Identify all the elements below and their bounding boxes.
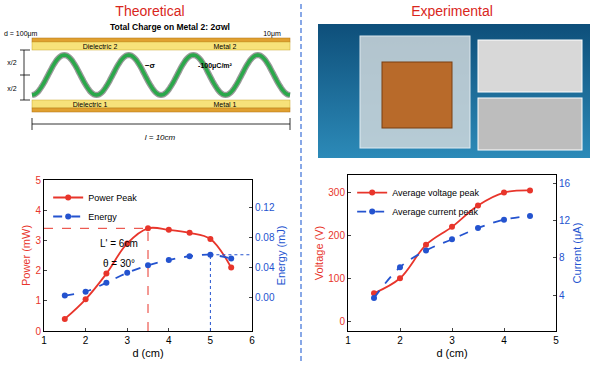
svg-text:d = 100μm: d = 100μm <box>4 30 38 38</box>
svg-text:0.12: 0.12 <box>255 202 275 213</box>
svg-text:3: 3 <box>449 335 455 346</box>
svg-text:3: 3 <box>124 335 130 346</box>
svg-text:Voltage (V): Voltage (V) <box>313 226 325 280</box>
svg-text:2: 2 <box>397 335 403 346</box>
svg-text:−σ: −σ <box>145 61 156 70</box>
svg-text:x/2: x/2 <box>7 85 16 92</box>
svg-text:2: 2 <box>35 265 41 276</box>
svg-text:l = 10cm: l = 10cm <box>145 133 176 142</box>
svg-text:10μm: 10μm <box>263 30 281 38</box>
svg-text:Metal 1: Metal 1 <box>214 101 237 108</box>
svg-text:Power (mW): Power (mW) <box>20 225 32 286</box>
svg-text:θ = 30°: θ = 30° <box>103 258 135 269</box>
svg-text:-100μC/m²: -100μC/m² <box>198 62 233 70</box>
svg-text:d (cm): d (cm) <box>132 347 163 359</box>
svg-text:d (cm): d (cm) <box>436 347 467 359</box>
svg-text:4: 4 <box>35 205 41 216</box>
svg-text:Energy: Energy <box>88 212 117 222</box>
svg-text:Average voltage peak: Average voltage peak <box>392 188 479 198</box>
svg-text:12: 12 <box>559 215 571 226</box>
svg-text:300: 300 <box>328 187 345 198</box>
svg-text:100: 100 <box>328 273 345 284</box>
svg-text:L' = 6cm: L' = 6cm <box>100 238 138 249</box>
svg-text:5: 5 <box>553 335 559 346</box>
svg-text:4: 4 <box>166 335 172 346</box>
svg-text:200: 200 <box>328 230 345 241</box>
svg-text:Average current peak: Average current peak <box>392 207 478 217</box>
svg-text:2: 2 <box>83 335 89 346</box>
svg-text:Power Peak: Power Peak <box>88 193 137 203</box>
svg-text:Metal 2: Metal 2 <box>214 43 237 50</box>
svg-text:0.08: 0.08 <box>255 232 275 243</box>
svg-text:0.00: 0.00 <box>255 292 275 303</box>
svg-text:x/2: x/2 <box>7 59 16 66</box>
svg-text:5: 5 <box>35 175 41 186</box>
svg-text:Theoretical: Theoretical <box>115 3 184 19</box>
svg-text:0: 0 <box>35 326 41 337</box>
svg-text:Energy (mJ): Energy (mJ) <box>275 226 287 286</box>
svg-text:4: 4 <box>559 290 565 301</box>
svg-text:Current (μA): Current (μA) <box>571 223 583 284</box>
svg-text:1: 1 <box>345 335 351 346</box>
svg-text:1: 1 <box>41 335 47 346</box>
svg-text:0.04: 0.04 <box>255 262 275 273</box>
svg-text:Total Charge on Metal 2: 2σwl: Total Charge on Metal 2: 2σwl <box>110 22 230 32</box>
svg-text:Dielectric 1: Dielectric 1 <box>73 101 108 108</box>
svg-text:0: 0 <box>339 316 345 327</box>
svg-text:Dielectric 2: Dielectric 2 <box>83 43 118 50</box>
svg-text:8: 8 <box>559 252 565 263</box>
svg-text:16: 16 <box>559 178 571 189</box>
svg-text:3: 3 <box>35 235 41 246</box>
svg-text:5: 5 <box>208 335 214 346</box>
svg-text:6: 6 <box>249 335 255 346</box>
svg-text:Experimental: Experimental <box>411 3 493 19</box>
svg-text:4: 4 <box>501 335 507 346</box>
svg-text:1: 1 <box>35 295 41 306</box>
